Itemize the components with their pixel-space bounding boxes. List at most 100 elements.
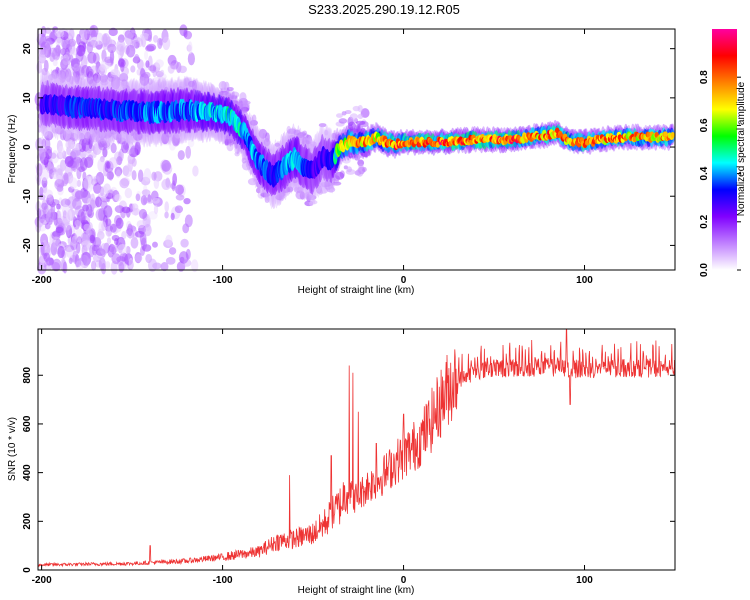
spectrogram-cell bbox=[88, 135, 93, 150]
spectrogram-cell bbox=[239, 92, 247, 102]
spectrogram-cell bbox=[334, 171, 345, 180]
spectrogram-cell bbox=[41, 202, 48, 210]
spectrogram-cell bbox=[61, 174, 69, 187]
spectrogram-cell bbox=[55, 38, 63, 46]
spectrogram-cell bbox=[142, 71, 151, 79]
spectrogram-cell bbox=[124, 187, 133, 199]
spectrogram-cell bbox=[356, 167, 364, 177]
spectrogram-cell bbox=[107, 43, 117, 54]
spectrogram-cell bbox=[89, 39, 98, 48]
spectrogram-cell bbox=[93, 127, 100, 134]
spectrogram-cell bbox=[67, 38, 77, 47]
spectrogram-cell bbox=[134, 254, 143, 263]
spectrogram-cell bbox=[123, 142, 129, 150]
spectrogram-cell bbox=[39, 186, 44, 198]
spectrogram-cell bbox=[36, 208, 42, 218]
spectrogram-cell bbox=[336, 113, 343, 118]
spectrogram-cell bbox=[124, 31, 134, 46]
spectrogram-cell bbox=[54, 28, 65, 38]
spectrogram-cell bbox=[57, 145, 65, 159]
spectrogram-cell bbox=[224, 138, 230, 146]
spectrogram-cell bbox=[72, 197, 82, 210]
spectrogram-cell bbox=[110, 143, 117, 154]
spectrogram-cell bbox=[50, 152, 57, 159]
spectrogram-cell bbox=[344, 109, 352, 115]
spectrogram-cell bbox=[64, 155, 74, 168]
spectrogram-cell bbox=[139, 231, 147, 246]
spectrogram-cell bbox=[65, 51, 72, 59]
spectrogram-cell bbox=[358, 163, 364, 170]
spectrogram-cell bbox=[295, 190, 305, 200]
spectrogram-cell bbox=[93, 141, 99, 154]
spectrogram-cell bbox=[92, 73, 99, 82]
snr-panel: -200 -100 0 100 0 200 400 600 800 Height of stra… bbox=[7, 328, 676, 596]
spectrogram-cell bbox=[117, 58, 126, 68]
spectrogram-cell bbox=[51, 262, 61, 272]
spectrogram-cell bbox=[145, 60, 150, 68]
spectrogram-cell bbox=[75, 190, 85, 199]
spectrogram-cell bbox=[115, 217, 124, 229]
spectrogram-cell bbox=[62, 261, 68, 274]
spectrogram-cell bbox=[46, 208, 57, 223]
spectrogram-cell bbox=[40, 241, 45, 256]
spectrogram-cell bbox=[41, 67, 48, 76]
spectrogram-ylabel: Frequency (Hz) bbox=[7, 115, 18, 184]
snr-ytick-label: 200 bbox=[22, 513, 33, 530]
spectrogram-cell bbox=[127, 223, 133, 237]
spectrogram-ytick-label: -20 bbox=[22, 238, 33, 253]
colorbar-gradient bbox=[712, 29, 737, 270]
spectrogram-cell bbox=[110, 260, 118, 275]
spectrogram-cell bbox=[178, 81, 186, 91]
spectrogram-cell bbox=[55, 226, 64, 234]
spectrogram-cell bbox=[136, 220, 145, 229]
spectrogram-cell bbox=[164, 201, 169, 213]
spectrogram-cell bbox=[114, 194, 122, 202]
spectrogram-cell bbox=[331, 181, 342, 186]
colorbar-tick-label: 0.8 bbox=[699, 70, 710, 84]
spectrogram-cell bbox=[106, 161, 111, 169]
spectrogram-cell bbox=[94, 244, 102, 253]
spectrogram-cell bbox=[36, 175, 41, 186]
snr-ylabel: SNR (10 * v/v) bbox=[7, 417, 18, 481]
spectrogram-cell bbox=[106, 237, 112, 245]
spectrogram-cell bbox=[349, 113, 358, 120]
spectrogram-cell bbox=[72, 143, 82, 151]
spectrogram-cell bbox=[69, 75, 74, 85]
spectrogram-cell bbox=[241, 102, 250, 109]
snr-plot-area bbox=[38, 329, 675, 570]
spectrogram-cell bbox=[131, 39, 140, 48]
snr-xtick-label: -100 bbox=[213, 575, 233, 586]
spectrogram-xtick-label: 100 bbox=[576, 275, 593, 286]
spectrogram-cell bbox=[191, 79, 197, 92]
spectrogram-cell bbox=[83, 223, 91, 231]
snr-series-line bbox=[37, 328, 676, 568]
spectrogram-cell bbox=[44, 35, 51, 42]
spectrogram-cell bbox=[65, 140, 72, 149]
spectrogram-cell bbox=[165, 234, 173, 247]
spectrogram-cell bbox=[55, 217, 63, 227]
spectrogram-cell bbox=[263, 138, 271, 147]
spectrogram-cell bbox=[144, 50, 149, 61]
spectrogram-cell bbox=[66, 209, 73, 221]
snr-xtick-label: 0 bbox=[401, 575, 407, 586]
spectrogram-cell bbox=[60, 57, 71, 67]
spectrogram-cell bbox=[161, 178, 172, 190]
spectrogram-cell bbox=[136, 68, 141, 76]
spectrogram-cell bbox=[221, 81, 227, 90]
spectrogram-cell bbox=[191, 259, 199, 273]
spectrogram-cell bbox=[135, 193, 141, 202]
spectrogram-cell bbox=[51, 171, 60, 180]
spectrogram-ytick-label: 10 bbox=[22, 92, 33, 104]
spectrogram-cell bbox=[108, 27, 118, 37]
spectrogram-cell bbox=[116, 132, 122, 144]
spectrogram-cell bbox=[69, 177, 78, 190]
spectrogram-cell bbox=[80, 75, 86, 86]
spectrogram-cell bbox=[138, 208, 148, 220]
spectrogram-cell bbox=[57, 245, 65, 259]
spectrogram-ytick-label: 0 bbox=[22, 144, 33, 150]
spectrogram-cell bbox=[255, 187, 261, 194]
spectrogram-xtick-label: -200 bbox=[32, 275, 52, 286]
spectrogram-cell bbox=[130, 237, 139, 249]
